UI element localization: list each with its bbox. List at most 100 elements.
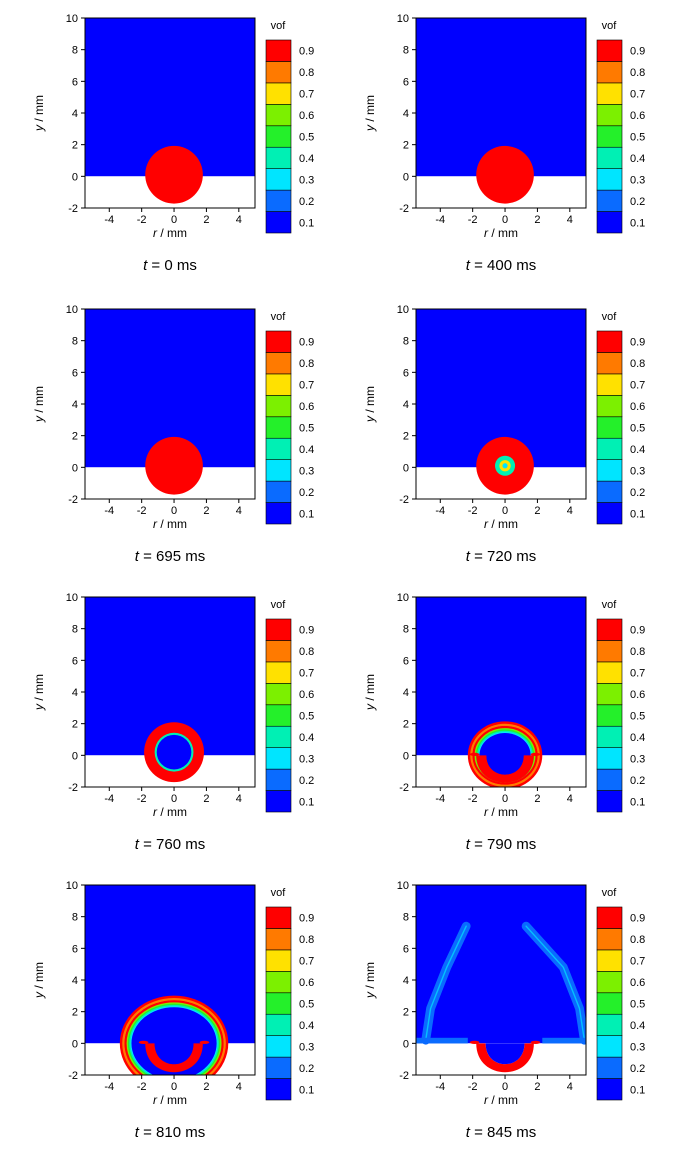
colorbar-level-label: 0.7 [299, 380, 314, 392]
colorbar-level-label: 0.8 [630, 358, 645, 370]
colorbar-level-label: 0.2 [630, 196, 645, 208]
colorbar-level-label: 0.4 [630, 1020, 645, 1032]
colorbar-swatch-1 [596, 502, 623, 525]
plume-left-core [425, 925, 467, 1041]
time-caption: t = 760 ms [135, 836, 205, 853]
y-tick-label: 8 [403, 45, 409, 57]
cap-core [124, 1000, 224, 1075]
y-tick-label: -2 [68, 203, 78, 215]
x-tick-label: -2 [137, 793, 147, 805]
vapor-core-inner [502, 463, 508, 469]
x-tick-label: 2 [534, 505, 540, 517]
colorbar-level-label: 0.1 [630, 508, 645, 520]
x-tick-label: 2 [203, 1081, 209, 1093]
y-tick-label: -2 [68, 494, 78, 506]
colorbar-swatch-1 [596, 211, 623, 234]
y-tick-label: -2 [68, 1070, 78, 1082]
colorbar-swatch-6 [265, 395, 292, 418]
colorbar-swatch-9 [596, 39, 623, 62]
colorbar-level-label: 0.4 [299, 444, 314, 456]
colorbar-swatch-4 [596, 1013, 623, 1036]
colorbar-swatch-2 [596, 189, 623, 212]
x-tick-label: 2 [203, 793, 209, 805]
y-tick-label: 6 [403, 943, 409, 955]
x-tick-label: 4 [236, 793, 242, 805]
plume-right-core [525, 925, 586, 1041]
colorbar-swatch-2 [265, 189, 292, 212]
colorbar-level-label: 0.9 [630, 337, 645, 349]
y-tick-label: 0 [403, 1038, 409, 1050]
colorbar-level-label: 0.5 [299, 132, 314, 144]
y-tick-label: 2 [403, 140, 409, 152]
cup-vapor [154, 1043, 194, 1065]
x-axis-label: r / mm [484, 805, 518, 819]
y-tick-label: -2 [68, 782, 78, 794]
colorbar-swatch-2 [596, 768, 623, 791]
colorbar-level-label: 0.7 [299, 89, 314, 101]
panel-4: -4 -2 0 2 4 -2 0 2 4 6 8 10 r / mm y / mm vof 0.1 0.2 0.3… [363, 304, 645, 565]
colorbar-level-label: 0.7 [299, 668, 314, 680]
y-tick-label: 4 [403, 687, 409, 699]
colorbar-level-label: 0.2 [299, 196, 314, 208]
colorbar-swatch-4 [596, 725, 623, 748]
colorbar-swatch-3 [265, 168, 292, 191]
plot-area [85, 18, 255, 208]
colorbar-swatch-6 [265, 683, 292, 706]
y-tick-label: 10 [397, 592, 409, 604]
y-tick-label: 8 [403, 624, 409, 636]
colorbar-swatch-9 [596, 618, 623, 641]
panel-1: -4 -2 0 2 4 -2 0 2 4 6 8 10 r / mm y / mm vof 0.1 0.2 0.3… [32, 13, 314, 274]
y-tick-label: 6 [403, 76, 409, 88]
colorbar-level-label: 0.9 [299, 625, 314, 637]
colorbar-level-label: 0.3 [299, 174, 314, 186]
y-axis-label: y / mm [363, 386, 377, 423]
colorbar-swatch-5 [596, 704, 623, 727]
colorbar-swatch-3 [596, 1035, 623, 1058]
y-axis-label: y / mm [32, 674, 46, 711]
colorbar-swatch-2 [596, 480, 623, 503]
colorbar-swatch-5 [596, 125, 623, 148]
time-caption: t = 695 ms [135, 548, 205, 565]
colorbar-level-label: 0.6 [299, 689, 314, 701]
y-tick-label: 10 [66, 304, 78, 316]
colorbar-level-label: 0.6 [630, 977, 645, 989]
colorbar-swatch-8 [265, 928, 292, 951]
colorbar-swatch-9 [265, 330, 292, 353]
colorbar-level-label: 0.2 [630, 1063, 645, 1075]
colorbar-level-label: 0.6 [299, 401, 314, 413]
colorbar-level-label: 0.1 [299, 796, 314, 808]
colorbar-level-label: 0.9 [299, 913, 314, 925]
colorbar-level-label: 0.8 [630, 67, 645, 79]
colorbar-swatch-2 [596, 1056, 623, 1079]
y-tick-label: 4 [403, 399, 409, 411]
colorbar-level-label: 0.1 [299, 1084, 314, 1096]
colorbar-swatch-5 [265, 125, 292, 148]
y-axis-label: y / mm [32, 386, 46, 423]
x-tick-label: -2 [137, 1081, 147, 1093]
x-tick-label: -2 [468, 1081, 478, 1093]
colorbar-swatch-7 [265, 82, 292, 105]
rim-right [530, 1040, 541, 1044]
time-caption: t = 0 ms [143, 257, 197, 274]
colorbar-swatch-8 [265, 61, 292, 84]
colorbar-level-label: 0.8 [630, 934, 645, 946]
cup-vapor [486, 755, 524, 775]
y-tick-label: 10 [66, 13, 78, 25]
y-axis-label: y / mm [363, 95, 377, 132]
colorbar-level-label: 0.1 [630, 1084, 645, 1096]
colorbar-level-label: 0.3 [299, 1041, 314, 1053]
liquid-cup [476, 1043, 534, 1073]
y-axis-label: y / mm [32, 962, 46, 999]
colorbar-level-label: 0.3 [630, 465, 645, 477]
y-tick-label: 0 [72, 1038, 78, 1050]
colorbar-swatch-1 [265, 1078, 292, 1101]
x-tick-label: -4 [435, 1081, 445, 1093]
colorbar-swatch-4 [265, 1013, 292, 1036]
rim-left [469, 1040, 480, 1044]
x-tick-label: -2 [137, 505, 147, 517]
y-tick-label: 4 [72, 687, 78, 699]
y-tick-label: 8 [403, 912, 409, 924]
colorbar-level-label: 0.8 [299, 934, 314, 946]
x-tick-label: 4 [567, 1081, 573, 1093]
